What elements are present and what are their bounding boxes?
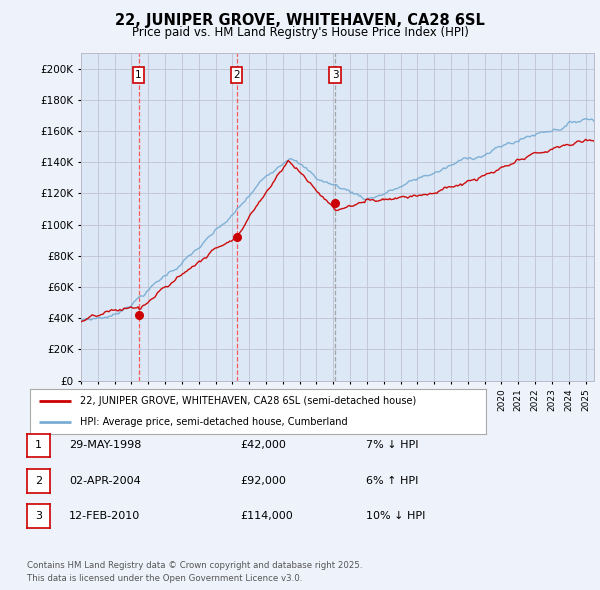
Text: 22, JUNIPER GROVE, WHITEHAVEN, CA28 6SL (semi-detached house): 22, JUNIPER GROVE, WHITEHAVEN, CA28 6SL … — [80, 396, 416, 407]
Text: 29-MAY-1998: 29-MAY-1998 — [69, 441, 142, 450]
Text: 3: 3 — [332, 70, 338, 80]
Text: 10% ↓ HPI: 10% ↓ HPI — [366, 512, 425, 521]
Text: Contains HM Land Registry data © Crown copyright and database right 2025.
This d: Contains HM Land Registry data © Crown c… — [27, 562, 362, 583]
Text: £114,000: £114,000 — [240, 512, 293, 521]
Text: 2: 2 — [35, 476, 42, 486]
Text: £92,000: £92,000 — [240, 476, 286, 486]
Text: 1: 1 — [135, 70, 142, 80]
Text: 1: 1 — [35, 441, 42, 450]
Text: Price paid vs. HM Land Registry's House Price Index (HPI): Price paid vs. HM Land Registry's House … — [131, 26, 469, 39]
Text: 6% ↑ HPI: 6% ↑ HPI — [366, 476, 418, 486]
Text: 12-FEB-2010: 12-FEB-2010 — [69, 512, 140, 521]
Text: 2: 2 — [233, 70, 240, 80]
Text: 3: 3 — [35, 512, 42, 521]
Text: 22, JUNIPER GROVE, WHITEHAVEN, CA28 6SL: 22, JUNIPER GROVE, WHITEHAVEN, CA28 6SL — [115, 13, 485, 28]
Text: 7% ↓ HPI: 7% ↓ HPI — [366, 441, 419, 450]
Text: £42,000: £42,000 — [240, 441, 286, 450]
Text: HPI: Average price, semi-detached house, Cumberland: HPI: Average price, semi-detached house,… — [80, 417, 348, 427]
Text: 02-APR-2004: 02-APR-2004 — [69, 476, 141, 486]
